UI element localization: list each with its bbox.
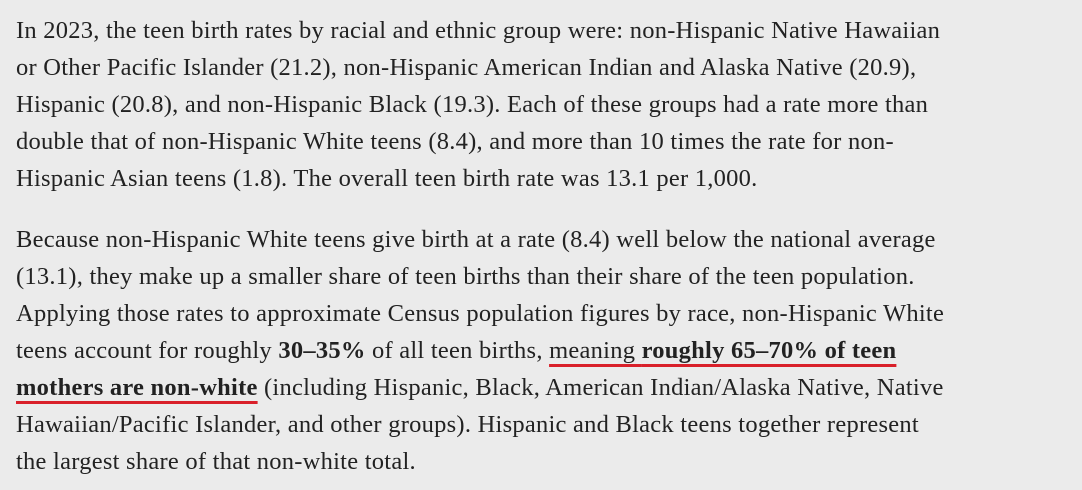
text: Hawaiian/Pacific Islander, and other gro… <box>16 411 919 438</box>
text: In 2023, the teen birth rates by racial … <box>16 17 941 44</box>
text-line: Hawaiian/Pacific Islander, and other gro… <box>16 406 1066 443</box>
text-line: Hispanic Asian teens (1.8). The overall … <box>16 160 1066 197</box>
text: the largest share of that non-white tota… <box>16 448 416 475</box>
text: of all teen births, <box>365 337 550 364</box>
text: or Other Pacific Islander (21.2), non-Hi… <box>16 54 917 81</box>
text-line: double that of non-Hispanic White teens … <box>16 123 1066 160</box>
text-line: Because non-Hispanic White teens give bi… <box>16 221 1066 258</box>
text: Applying those rates to approximate Cens… <box>16 300 945 327</box>
text-line: Hispanic (20.8), and non-Hispanic Black … <box>16 86 1066 123</box>
text-line: (13.1), they make up a smaller share of … <box>16 258 1066 295</box>
text: (including Hispanic, Black, American Ind… <box>257 374 944 401</box>
text: Because non-Hispanic White teens give bi… <box>16 226 936 253</box>
text: Hispanic (20.8), and non-Hispanic Black … <box>16 91 929 118</box>
text: Hispanic Asian teens (1.8). The overall … <box>16 165 758 192</box>
text-line: teens account for roughly 30–35% of all … <box>16 332 1066 369</box>
paragraph: In 2023, the teen birth rates by racial … <box>16 12 1066 197</box>
text-line: the largest share of that non-white tota… <box>16 443 1066 480</box>
highlighted-text: meaning <box>549 337 642 364</box>
text-line: mothers are non-white (including Hispani… <box>16 369 1066 406</box>
highlighted-bold-text: mothers are non-white <box>16 374 258 401</box>
text: double that of non-Hispanic White teens … <box>16 128 894 155</box>
bold-text: 30–35% <box>278 337 366 364</box>
text-line: Applying those rates to approximate Cens… <box>16 295 1066 332</box>
text-line: In 2023, the teen birth rates by racial … <box>16 12 1066 49</box>
text: (13.1), they make up a smaller share of … <box>16 263 915 290</box>
text-line: or Other Pacific Islander (21.2), non-Hi… <box>16 49 1066 86</box>
paragraph: Because non-Hispanic White teens give bi… <box>16 221 1066 480</box>
text: teens account for roughly <box>16 337 279 364</box>
highlighted-bold-text: roughly 65–70% of teen <box>641 337 897 364</box>
